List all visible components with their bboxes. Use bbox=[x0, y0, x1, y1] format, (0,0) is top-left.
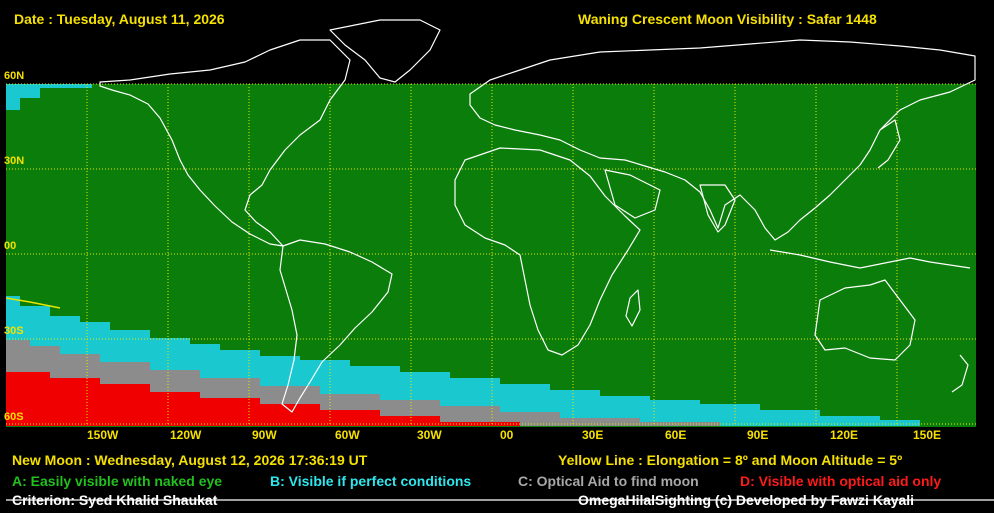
map-date: Date : Tuesday, August 11, 2026 bbox=[14, 11, 225, 27]
lon-label-150w: 150W bbox=[87, 428, 119, 442]
eurasia-coast bbox=[469, 39, 976, 241]
lon-label-30e: 30E bbox=[582, 428, 604, 442]
graticule bbox=[6, 83, 976, 426]
lon-label-60w: 60W bbox=[335, 428, 360, 442]
lon-label-120w: 120W bbox=[170, 428, 202, 442]
south-america-coast bbox=[279, 239, 393, 413]
map-title: Waning Crescent Moon Visibility : Safar … bbox=[578, 11, 877, 27]
lat-label-30s: 30S bbox=[4, 325, 24, 337]
arabia-coast bbox=[604, 169, 661, 219]
zone-d-band bbox=[6, 372, 520, 426]
criterion-text: Criterion: Syed Khalid Shaukat bbox=[12, 492, 218, 508]
lon-label-90e: 90E bbox=[747, 428, 769, 442]
zone-b-north-patch bbox=[6, 84, 92, 110]
madagascar-coast bbox=[625, 289, 641, 327]
lat-label-60n: 60N bbox=[4, 70, 25, 82]
africa-coast bbox=[454, 147, 641, 356]
zone-b-band bbox=[6, 296, 920, 426]
credit-text: OmegaHilalSighting (c) Developed by Fawz… bbox=[578, 492, 915, 508]
legend-b: B: Visible if perfect conditions bbox=[270, 473, 472, 489]
japan-coast bbox=[877, 119, 901, 169]
yellow-elongation-line bbox=[5, 297, 61, 309]
legend-a: A: Easily visible with naked eye bbox=[12, 473, 223, 489]
lat-label-30n: 30N bbox=[4, 155, 25, 167]
india-coast bbox=[699, 184, 736, 233]
lon-label-150e: 150E bbox=[913, 428, 942, 442]
coastlines bbox=[6, 19, 994, 501]
australia-coast bbox=[814, 279, 916, 361]
legend-d: D: Visible with optical aid only bbox=[740, 473, 942, 489]
new-moon-info: New Moon : Wednesday, August 12, 2026 17… bbox=[12, 452, 368, 468]
lon-label-30w: 30W bbox=[417, 428, 442, 442]
lat-label-00: 00 bbox=[4, 240, 17, 252]
indonesia-coast bbox=[769, 249, 971, 269]
lon-label-120e: 120E bbox=[830, 428, 859, 442]
zone-c-band bbox=[6, 340, 720, 426]
yellow-line-info: Yellow Line : Elongation = 8º and Moon A… bbox=[558, 452, 903, 468]
lon-label-90w: 90W bbox=[252, 428, 277, 442]
new-zealand-coast bbox=[951, 354, 969, 393]
north-america-coast bbox=[99, 39, 351, 247]
lon-label-00: 00 bbox=[500, 428, 514, 442]
lat-label-60s: 60S bbox=[4, 411, 24, 423]
greenland-coast bbox=[329, 19, 441, 83]
lon-label-60e: 60E bbox=[665, 428, 687, 442]
legend-c: C: Optical Aid to find moon bbox=[518, 473, 699, 489]
